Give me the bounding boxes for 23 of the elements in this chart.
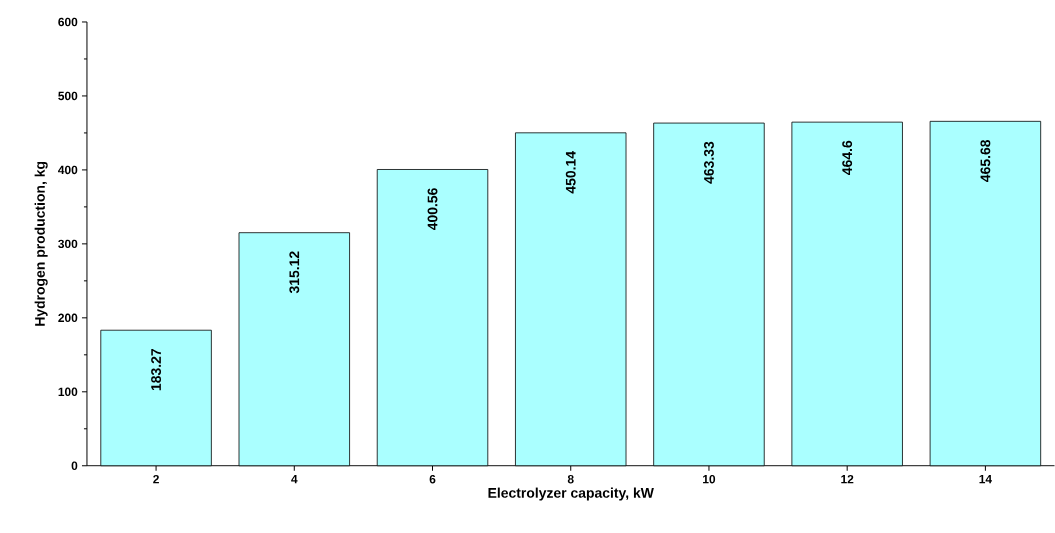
x-tick-label: 8: [567, 475, 574, 484]
y-tick-label: 500: [58, 91, 78, 101]
y-tick-label: 0: [71, 461, 78, 471]
x-tick-label: 4: [291, 475, 298, 484]
data-label: 315.12: [289, 251, 300, 294]
data-label: 465.68: [980, 140, 991, 183]
y-axis-title: Hydrogen production, kg: [34, 162, 48, 326]
x-tick-label: 12: [841, 475, 854, 484]
data-label: 183.27: [151, 349, 162, 391]
y-tick-label: 100: [58, 387, 78, 397]
data-label: 400.56: [427, 188, 438, 231]
y-tick-label: 400: [58, 165, 78, 175]
x-tick-label: 10: [703, 475, 716, 484]
y-tick-label: 200: [58, 313, 78, 323]
data-label: 464.6: [842, 140, 853, 176]
y-tick-label: 600: [58, 17, 78, 27]
y-tick-label: 300: [58, 239, 78, 249]
x-tick-label: 2: [153, 475, 159, 484]
x-tick-label: 6: [429, 475, 436, 484]
x-tick-label: 14: [979, 475, 992, 484]
x-axis-title: Electrolyzer capacity, kW: [488, 487, 654, 501]
data-label: 450.14: [565, 151, 576, 194]
data-label: 463.33: [704, 141, 714, 184]
